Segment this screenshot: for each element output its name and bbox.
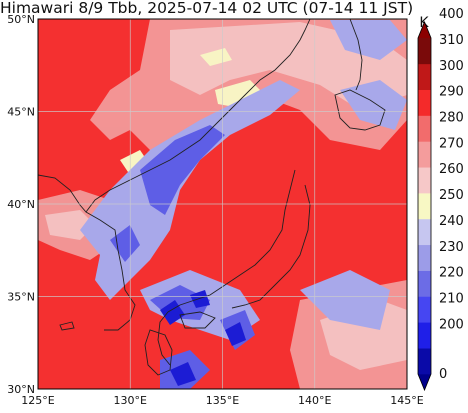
colorbar-level-label: 270 (439, 136, 464, 151)
colorbar-segment (418, 141, 431, 168)
colorbar-level-label: 400 (439, 7, 464, 22)
colorbar-level-label: 220 (439, 266, 464, 281)
lat-tick-label: 35°N (7, 291, 35, 304)
lon-tick-label: 130°E (114, 394, 147, 407)
colorbar-segment (418, 270, 431, 297)
colorbar-level-label: 210 (439, 291, 464, 306)
colorbar-segment (418, 63, 431, 90)
colorbar-segment (418, 296, 431, 323)
colorbar-segment (418, 218, 431, 246)
coastline-honshu (157, 169, 296, 366)
colorbar-level-label: 290 (439, 85, 464, 100)
colorbar-segment (418, 38, 431, 65)
lat-tick-label: 50°N (7, 13, 35, 26)
colorbar-level-label: 260 (439, 162, 464, 177)
colorbar-level-label: 230 (439, 240, 464, 255)
colorbar-max-extension (418, 22, 431, 38)
coastline-sakhalin (349, 19, 363, 91)
colorbar-segment (418, 322, 431, 349)
figure-title: Himawari 8/9 Tbb, 2025-07-14 02 UTC (07-… (0, 0, 414, 17)
colorbar-segment (418, 348, 431, 375)
coastline-kyushu (144, 329, 173, 376)
colorbar-outline (417, 20, 432, 392)
longitude-axis: 125°E 130°E 135°E 140°E 145°E (21, 394, 423, 407)
colorbar-segment (418, 193, 431, 220)
gridlines (38, 19, 407, 389)
map-frame (37, 18, 408, 390)
colorbar-level-label: 310 (439, 33, 464, 48)
colorbar-level-label: 300 (439, 59, 464, 74)
colorbar-level-label: 240 (439, 214, 464, 229)
colorbar-segment (418, 89, 431, 116)
coastline-shikoku (179, 311, 216, 329)
lat-tick-label: 30°N (7, 383, 35, 396)
colorbar-min-extension (418, 374, 431, 390)
lon-tick-label: 125°E (21, 394, 54, 407)
lat-tick-label: 40°N (7, 198, 35, 211)
colorbar-level-label: 200 (439, 317, 464, 332)
colorbar: K 20021022023024025026027028029030031040… (417, 7, 464, 392)
coastline-honshu-pacific (231, 184, 311, 309)
lat-tick-label: 45°N (7, 106, 35, 119)
colorbar-level-label: 280 (439, 111, 464, 126)
coastlines (38, 19, 386, 376)
lon-tick-label: 140°E (298, 394, 331, 407)
lon-tick-label: 145°E (390, 394, 423, 407)
coastline-manchuria (85, 19, 311, 213)
colorbar-segment (418, 115, 431, 142)
coastline-korea-china (38, 174, 136, 331)
coastline-hokkaido (334, 89, 386, 131)
colorbar-bottom-label: 0 (439, 367, 447, 382)
lon-tick-label: 135°E (206, 394, 239, 407)
colorbar-level-label: 250 (439, 188, 464, 203)
satellite-map[interactable] (38, 19, 407, 389)
colorbar-segment (418, 244, 431, 271)
coastline-jeju (59, 321, 75, 331)
latitude-axis: 30°N 35°N 40°N 45°N 50°N (7, 13, 35, 396)
colorbar-segment (418, 167, 431, 194)
